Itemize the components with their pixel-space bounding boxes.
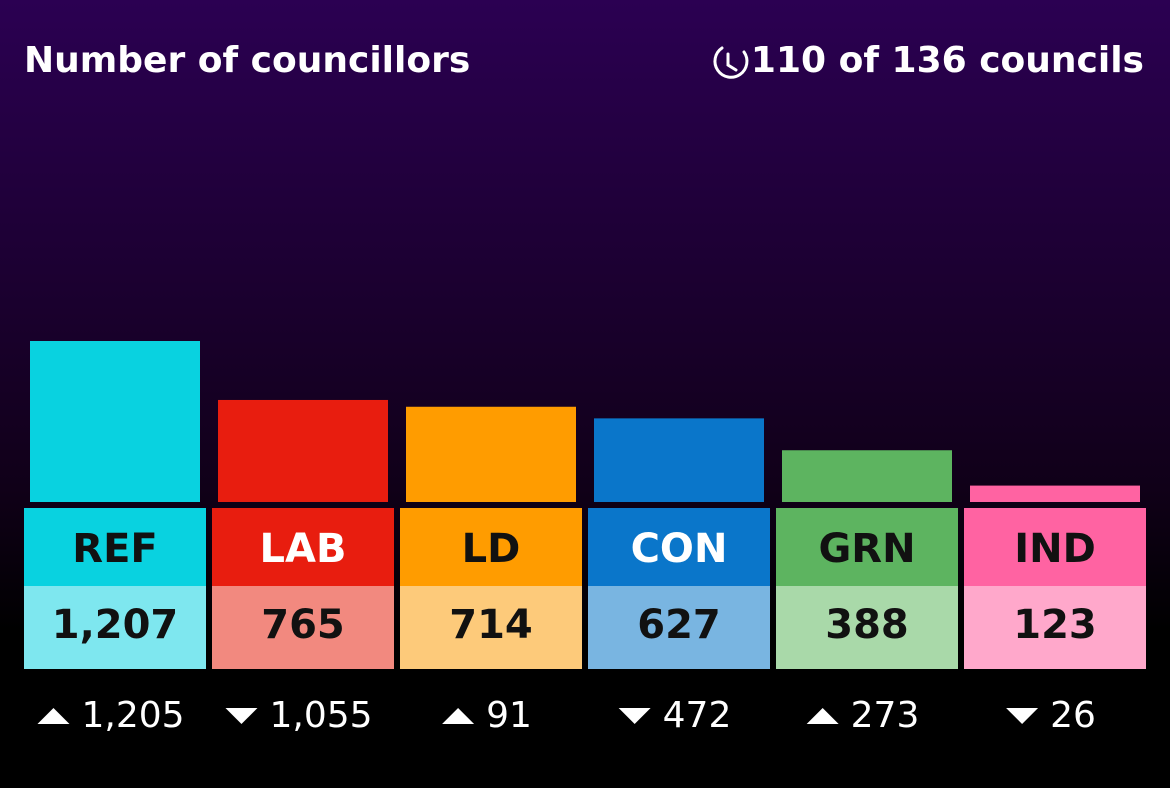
- label-box: [776, 508, 958, 586]
- label-box: [400, 508, 582, 586]
- category-label: GRN: [818, 526, 915, 572]
- change-label: 1,055: [269, 695, 372, 736]
- change-label: 273: [851, 695, 920, 736]
- label-box: [212, 508, 394, 586]
- change-label: 1,205: [81, 695, 184, 736]
- value-box: [212, 586, 394, 669]
- change-arrow: [442, 708, 475, 724]
- category-label: IND: [1014, 526, 1096, 572]
- bar: [30, 341, 200, 502]
- category-label: LD: [462, 526, 521, 572]
- category-label: LAB: [260, 526, 347, 572]
- change-label: 26: [1050, 695, 1096, 736]
- progress: 110 of 136 councils: [751, 40, 1144, 81]
- value-label: 1,207: [52, 602, 179, 648]
- change-arrow: [618, 708, 651, 724]
- bar: [406, 406, 576, 502]
- bar: [782, 450, 952, 502]
- value-box: [24, 586, 206, 669]
- value-label: 627: [637, 602, 721, 648]
- value-box: [776, 586, 958, 669]
- change-arrow: [225, 708, 258, 724]
- change-label: 472: [663, 695, 732, 736]
- bar: [218, 399, 388, 502]
- value-label: 388: [825, 602, 909, 648]
- value-label: 765: [261, 602, 345, 648]
- value-box: [588, 586, 770, 669]
- label-box: [24, 508, 206, 586]
- change-arrow: [1006, 708, 1039, 724]
- clock-icon: [713, 46, 749, 79]
- change-arrow: [37, 708, 70, 724]
- change-arrow: [806, 708, 839, 724]
- change-label: 91: [486, 695, 532, 736]
- category-label: REF: [72, 526, 157, 572]
- value-box: [964, 586, 1146, 669]
- category-label: CON: [631, 526, 728, 572]
- bar: [970, 485, 1140, 502]
- value-box: [400, 586, 582, 669]
- bar: [594, 418, 764, 502]
- value-label: 123: [1013, 602, 1097, 648]
- value-label: 714: [449, 602, 533, 648]
- label-box: [588, 508, 770, 586]
- label-box: [964, 508, 1146, 586]
- chart-title: Number of councillors: [24, 40, 470, 81]
